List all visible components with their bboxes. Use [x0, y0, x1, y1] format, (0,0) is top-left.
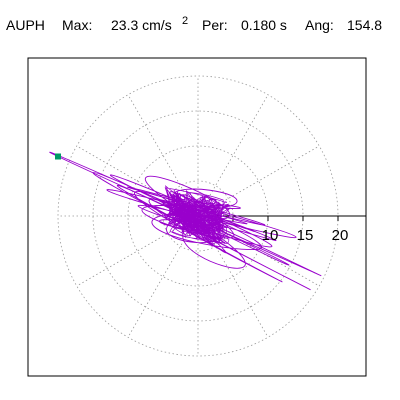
- period-label: Per:: [202, 17, 228, 33]
- plot-header: AUPH Max: 23.3 cm/s 2 Per: 0.180 s Ang: …: [6, 15, 382, 33]
- period-value: 0.180 s: [241, 17, 287, 33]
- tick-label-10: 10: [262, 227, 279, 244]
- peak-marker: [55, 153, 61, 160]
- radial-tick-labels: 10 15 20: [262, 227, 349, 244]
- max-exponent: 2: [182, 15, 188, 27]
- angle-label: Ang:: [305, 17, 334, 33]
- orbit-trace: [49, 151, 321, 290]
- angle-value: 154.8: [347, 17, 382, 33]
- max-label: Max:: [62, 17, 92, 33]
- orbit-core: [164, 185, 231, 245]
- grid-spoke-330: [197, 215, 320, 287]
- marker-layer: [55, 153, 61, 160]
- grid-spoke-240: [127, 215, 199, 338]
- grid-spoke-150: [76, 145, 199, 217]
- grid-spoke-300: [197, 215, 269, 338]
- station-code: AUPH: [6, 17, 45, 33]
- max-value: 23.3 cm/s: [111, 17, 172, 33]
- grid-spoke-30: [197, 145, 320, 217]
- grid-spoke-210: [76, 215, 199, 287]
- grid-spoke-120: [127, 94, 199, 217]
- plot-frame: [27, 57, 367, 377]
- tick-label-15: 15: [297, 227, 314, 244]
- trace-layer: [49, 151, 321, 290]
- grid-spoke-60: [197, 94, 269, 217]
- tick-label-20: 20: [332, 227, 349, 244]
